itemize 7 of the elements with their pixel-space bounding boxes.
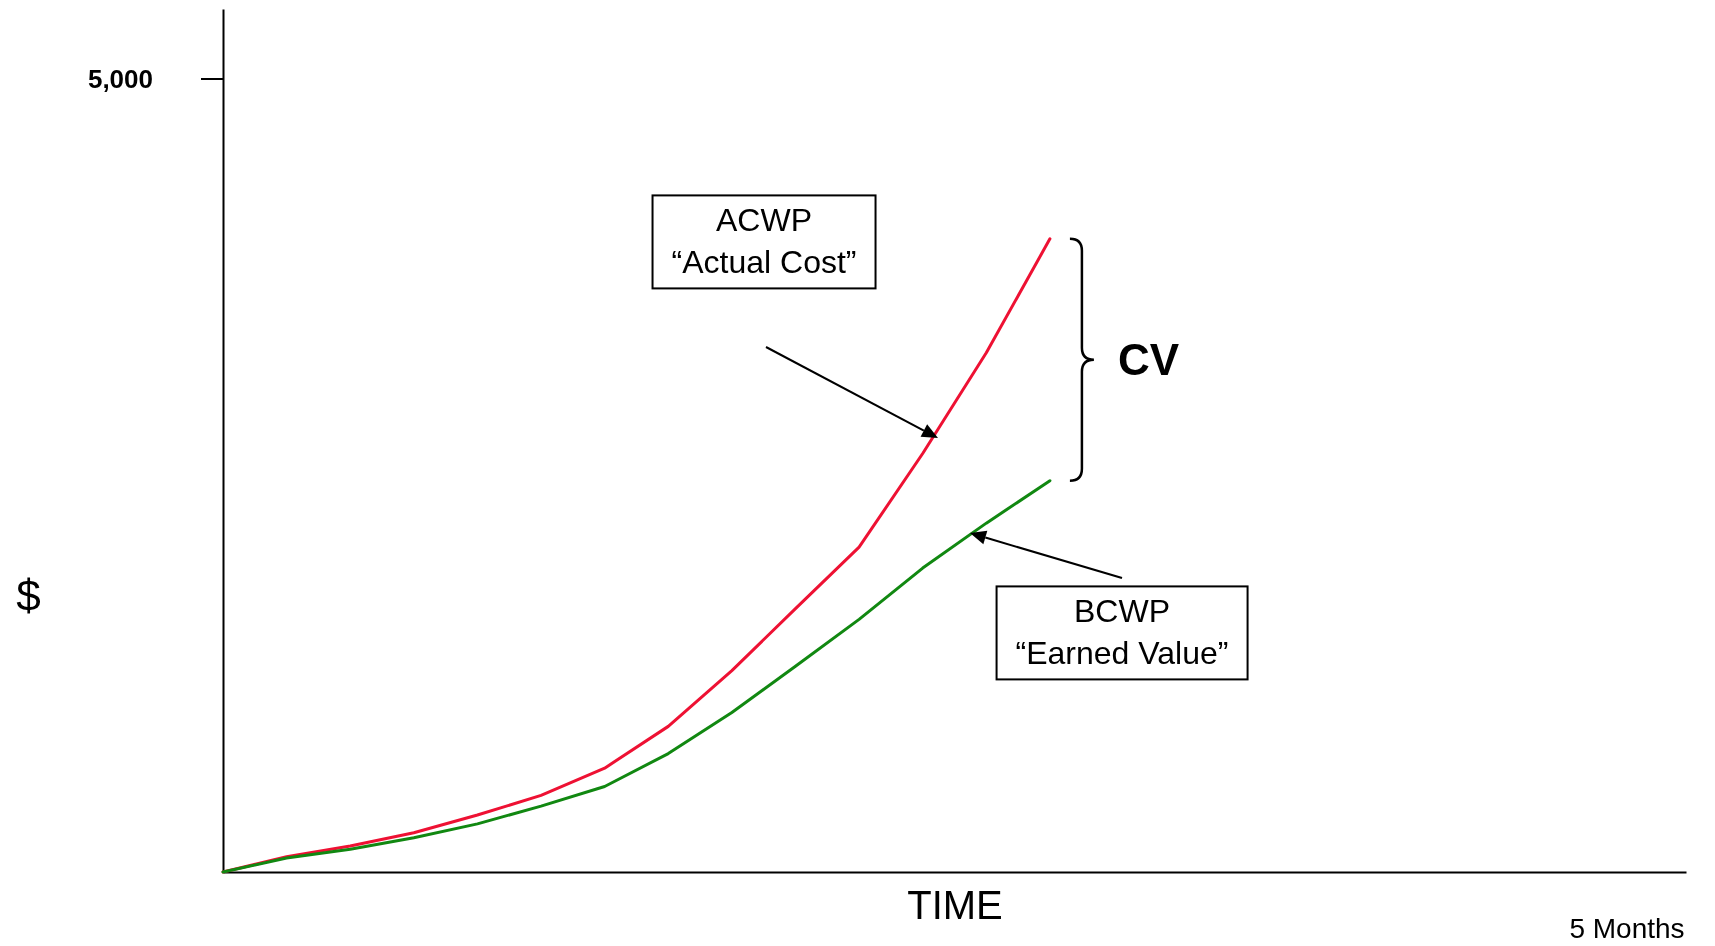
annotation: CV	[1117, 334, 1180, 385]
x-axis-title: TIME	[907, 882, 1003, 927]
y-axis-title: $	[16, 570, 41, 620]
text: 5 Months	[1569, 913, 1685, 945]
annotation: BCWP “Earned Value”	[995, 585, 1249, 681]
annotation: ACWP “Actual Cost”	[651, 194, 877, 290]
text: 5,000	[87, 63, 153, 95]
